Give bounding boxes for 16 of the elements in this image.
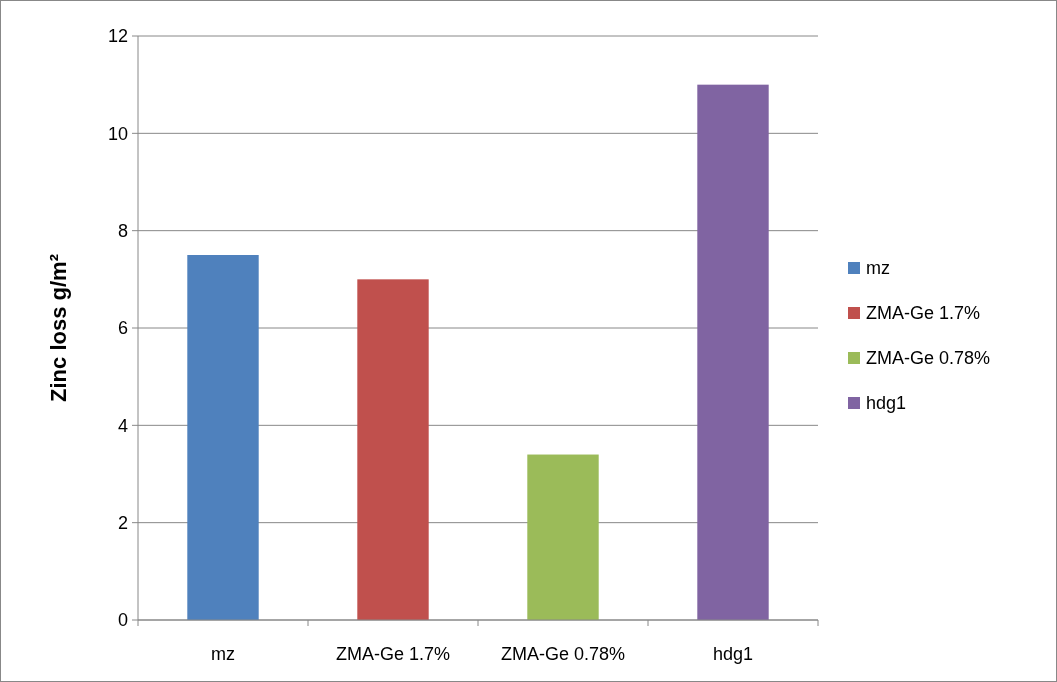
x-tick-label: hdg1 [712,644,754,664]
y-tick-label: 10 [107,123,128,144]
y-tick-label: 2 [117,512,128,533]
y-tick-label: 12 [107,26,128,47]
x-tick-label: ZMA-Ge 0.78% [500,644,626,664]
x-tick-label: mz [211,644,235,664]
legend-label: hdg1 [866,393,907,414]
y-tick-label: 6 [117,318,128,339]
legend-label: ZMA-Ge 1.7% [866,303,981,324]
y-tick-label: 8 [117,220,128,241]
y-tick-label: 0 [117,610,128,631]
y-tick-label: 4 [117,415,128,436]
legend-label: ZMA-Ge 0.78% [866,348,991,369]
y-axis-title: Zinc loss g/m² [46,254,71,402]
x-tick-label: ZMA-Ge 1.7% [335,644,451,664]
legend-label: mz [866,258,890,279]
